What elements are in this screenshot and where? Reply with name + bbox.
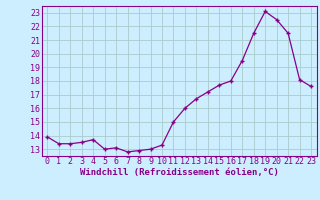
X-axis label: Windchill (Refroidissement éolien,°C): Windchill (Refroidissement éolien,°C) <box>80 168 279 177</box>
